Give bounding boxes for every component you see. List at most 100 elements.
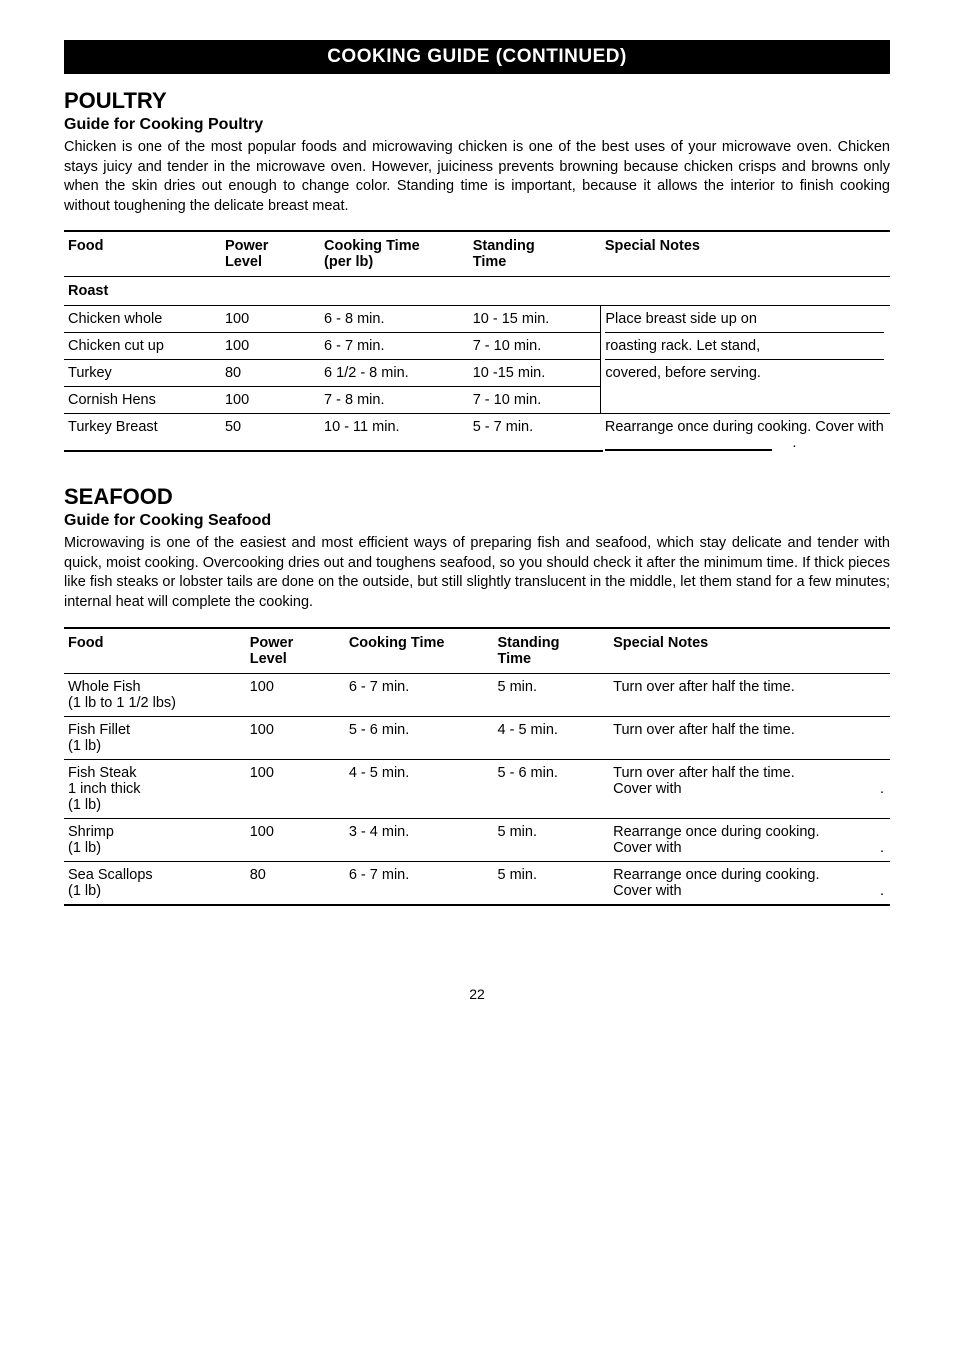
table-row: Chicken whole 100 6 - 8 min. 10 - 15 min… [64, 306, 890, 333]
page-title-bar: COOKING GUIDE (CONTINUED) [64, 40, 890, 74]
cell-ct: 7 - 8 min. [320, 387, 469, 414]
cell-food: Shrimp (1 lb) [64, 818, 246, 861]
food-line: (1 lb) [68, 797, 101, 813]
cell-power: 50 [221, 414, 320, 452]
cell-ct: 3 - 4 min. [345, 818, 494, 861]
note-line: Cover with [613, 781, 682, 797]
cell-note: Turn over after half the time. [609, 673, 890, 716]
cell-note: Turn over after half the time. [609, 716, 890, 759]
note-dot: . [880, 840, 884, 856]
col-notes: Special Notes [601, 231, 890, 277]
col-food: Food [64, 628, 246, 674]
table-row: Turkey Breast 50 10 - 11 min. 5 - 7 min.… [64, 414, 890, 452]
cell-food: Chicken whole [64, 306, 221, 333]
cell-st: 4 - 5 min. [494, 716, 610, 759]
table-header-row: Food Power Level Cooking Time (per lb) S… [64, 231, 890, 277]
cell-food: Whole Fish (1 lb to 1 1/2 lbs) [64, 673, 246, 716]
table-row: Sea Scallops (1 lb) 80 6 - 7 min. 5 min.… [64, 861, 890, 905]
cell-st: 5 min. [494, 861, 610, 905]
cell-power: 80 [221, 360, 320, 387]
note-line: covered, before serving. [605, 365, 884, 381]
table-row: Fish Fillet (1 lb) 100 5 - 6 min. 4 - 5 … [64, 716, 890, 759]
seafood-heading: SEAFOOD [64, 484, 890, 510]
cell-st: 7 - 10 min. [469, 333, 601, 360]
page-number: 22 [64, 986, 890, 1002]
cell-food: Cornish Hens [64, 387, 221, 414]
cell-ct: 10 - 11 min. [320, 414, 469, 452]
table-header-row: Food Power Level Cooking Time Standing T… [64, 628, 890, 674]
table-row: Whole Fish (1 lb to 1 1/2 lbs) 100 6 - 7… [64, 673, 890, 716]
note-line: Cover with [613, 883, 682, 899]
cell-power: 80 [246, 861, 345, 905]
seafood-body: Microwaving is one of the easiest and mo… [64, 534, 890, 612]
note-dot: . [880, 781, 884, 797]
label: Standing [498, 635, 560, 651]
cell-ct: 6 1/2 - 8 min. [320, 360, 469, 387]
cell-power: 100 [221, 387, 320, 414]
roast-row: Roast [64, 277, 890, 306]
label-sub: Level [225, 254, 262, 270]
label-sub: (per lb) [324, 254, 373, 270]
note-line: Rearrange once during cooking. Cover wit… [605, 419, 884, 435]
label-sub: Time [498, 651, 532, 667]
seafood-table: Food Power Level Cooking Time Standing T… [64, 627, 890, 906]
cell-note: Rearrange once during cooking. Cover wit… [601, 414, 890, 452]
cell-ct: 6 - 7 min. [345, 673, 494, 716]
note-line: roasting rack. Let stand, [605, 338, 884, 360]
food-line: (1 lb) [68, 883, 101, 899]
poultry-heading: POULTRY [64, 88, 890, 114]
cell-power: 100 [246, 716, 345, 759]
col-food: Food [64, 231, 221, 277]
food-line: (1 lb to 1 1/2 lbs) [68, 695, 176, 711]
label: Cooking Time [324, 238, 420, 254]
label: Power [250, 635, 294, 651]
poultry-subheading: Guide for Cooking Poultry [64, 116, 890, 134]
table-row: Fish Steak 1 inch thick (1 lb) 100 4 - 5… [64, 759, 890, 818]
col-cooking-time: Cooking Time (per lb) [320, 231, 469, 277]
col-standing-time: Standing Time [469, 231, 601, 277]
cell-food: Sea Scallops (1 lb) [64, 861, 246, 905]
note-line: Turn over after half the time. [613, 765, 884, 781]
cell-note: Rearrange once during cooking. Cover wit… [609, 861, 890, 905]
table-row: Shrimp (1 lb) 100 3 - 4 min. 5 min. Rear… [64, 818, 890, 861]
food-line: 1 inch thick [68, 781, 141, 797]
cell-note: Turn over after half the time. Cover wit… [609, 759, 890, 818]
cell-st: 5 - 6 min. [494, 759, 610, 818]
note-line: Cover with [613, 840, 682, 856]
cell-food: Turkey Breast [64, 414, 221, 452]
col-cooking-time: Cooking Time [345, 628, 494, 674]
food-line: Shrimp [68, 824, 114, 840]
poultry-table: Food Power Level Cooking Time (per lb) S… [64, 230, 890, 451]
label: Power [225, 238, 269, 254]
poultry-body: Chicken is one of the most popular foods… [64, 138, 890, 216]
col-notes: Special Notes [609, 628, 890, 674]
food-line: (1 lb) [68, 738, 101, 754]
note-dot: . [772, 435, 884, 451]
cell-power: 100 [246, 759, 345, 818]
cell-note: Rearrange once during cooking. Cover wit… [609, 818, 890, 861]
cell-food: Fish Steak 1 inch thick (1 lb) [64, 759, 246, 818]
label-sub: Time [473, 254, 507, 270]
cell-food: Fish Fillet (1 lb) [64, 716, 246, 759]
cell-st: 10 -15 min. [469, 360, 601, 387]
roast-label: Roast [64, 277, 890, 306]
note-line: Rearrange once during cooking. [613, 824, 884, 840]
cell-st: 5 min. [494, 673, 610, 716]
label-sub: Level [250, 651, 287, 667]
note-line: Rearrange once during cooking. [613, 867, 884, 883]
note-dot: . [880, 883, 884, 899]
cell-power: 100 [246, 818, 345, 861]
label: Standing [473, 238, 535, 254]
cell-ct: 6 - 8 min. [320, 306, 469, 333]
food-line: (1 lb) [68, 840, 101, 856]
cell-food: Turkey [64, 360, 221, 387]
food-line: Fish Fillet [68, 722, 130, 738]
seafood-subheading: Guide for Cooking Seafood [64, 512, 890, 530]
col-power: Power Level [221, 231, 320, 277]
cell-st: 5 min. [494, 818, 610, 861]
cell-ct: 6 - 7 min. [345, 861, 494, 905]
cell-ct: 6 - 7 min. [320, 333, 469, 360]
cell-st: 5 - 7 min. [469, 414, 601, 452]
note-line: Place breast side up on [605, 311, 884, 333]
cell-st: 10 - 15 min. [469, 306, 601, 333]
